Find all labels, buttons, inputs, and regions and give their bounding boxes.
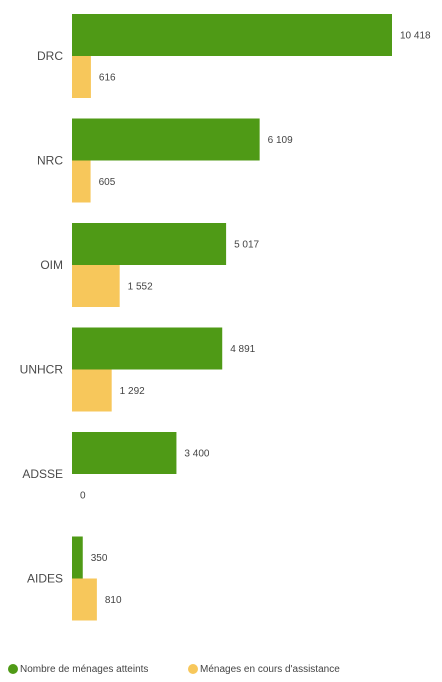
bar-en-cours [72,265,120,307]
bar-atteints [72,14,392,56]
data-label: 4 891 [230,344,255,355]
data-label: 0 [80,491,86,502]
bar-en-cours [72,369,112,412]
data-label: 6 109 [268,135,293,146]
bar-atteints [72,223,227,265]
bar-atteints [72,327,223,370]
bar-en-cours [72,56,91,98]
bar-atteints [72,536,83,579]
category-label: AIDES [27,572,63,586]
data-label: 5 017 [234,240,259,251]
bars-group [72,14,392,621]
category-label: DRC [37,49,63,63]
category-label: UNHCR [20,363,64,377]
bar-atteints [72,118,260,161]
bar-en-cours [72,578,97,621]
legend-marker [188,664,198,674]
legend: Nombre de ménages atteints Ménages en cou… [8,664,340,675]
data-label: 350 [91,553,108,564]
bar-atteints [72,432,177,474]
data-label: 616 [99,73,116,84]
legend-label: Ménages en cours d'assistance [200,664,340,675]
labels-group: DRC 10 418 616 NRC 6 109 605 OIM 5 017 1 552 UNHC… [20,31,431,607]
legend-label: Nombre de ménages atteints [20,664,148,675]
data-label: 3 400 [184,449,209,460]
data-label: 10 418 [400,31,431,42]
bar-en-cours [72,160,91,203]
data-label: 1 552 [128,282,153,293]
data-label: 605 [99,177,116,188]
data-label: 810 [105,595,122,606]
category-label: ADSSE [22,467,63,481]
category-label: OIM [40,258,63,272]
legend-marker [8,664,18,674]
data-label: 1 292 [120,386,145,397]
category-label: NRC [37,154,63,168]
